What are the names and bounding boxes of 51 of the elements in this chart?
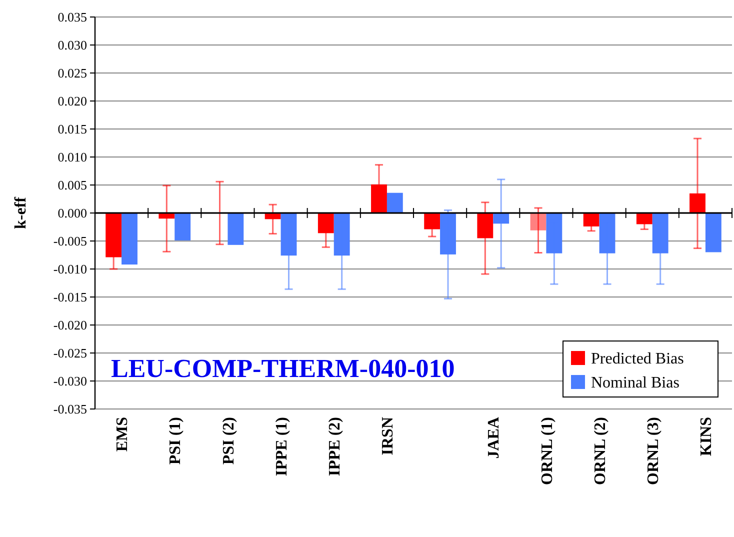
annotation: LEU-COMP-THERM-040-010 <box>111 354 455 383</box>
x-tick-label: IRSN <box>380 416 397 456</box>
bar <box>636 213 652 224</box>
bar <box>530 213 546 230</box>
y-tick-label: -0.020 <box>53 318 87 333</box>
y-tick-label: 0.025 <box>58 66 87 81</box>
bar <box>493 213 510 224</box>
x-tick-label: JAEA <box>486 416 503 459</box>
bar <box>122 213 138 265</box>
bar <box>371 184 387 213</box>
legend-label: Nominal Bias <box>591 374 680 392</box>
bar <box>386 192 403 213</box>
bar <box>599 213 616 254</box>
x-tick-label: IPPE (1) <box>273 417 290 476</box>
bar <box>652 213 668 254</box>
y-tick-label: -0.015 <box>53 290 87 305</box>
x-tick-label: PSI (1) <box>167 417 184 465</box>
bar <box>440 213 456 254</box>
x-tick-label: KINS <box>698 416 716 456</box>
bar <box>477 213 494 238</box>
bar <box>318 213 334 234</box>
y-tick-label: 0.005 <box>58 178 87 193</box>
y-tick-label: 0.000 <box>58 206 87 221</box>
y-tick-label: -0.005 <box>53 234 87 249</box>
y-tick-label: 0.010 <box>58 150 87 165</box>
y-tick-label: 0.020 <box>58 94 87 109</box>
bar <box>106 213 122 258</box>
x-tick-label: EMS <box>114 416 132 452</box>
bar <box>334 213 350 256</box>
y-tick-label: 0.030 <box>58 38 87 53</box>
bar <box>424 213 440 230</box>
y-tick-label: -0.025 <box>53 346 87 361</box>
y-tick-label: -0.010 <box>53 262 87 277</box>
x-tick-label: ORNL (3) <box>644 417 662 485</box>
y-tick-label: -0.030 <box>53 374 87 389</box>
bar <box>228 213 244 245</box>
bar <box>705 213 722 252</box>
bar <box>546 213 562 254</box>
bar <box>174 213 191 240</box>
y-tick-label: -0.035 <box>53 402 87 417</box>
y-tick-label: 0.015 <box>58 122 87 137</box>
x-tick-label: ORNL (2) <box>592 417 609 485</box>
bar <box>280 213 297 256</box>
x-tick-label: PSI (2) <box>220 417 238 465</box>
legend-label: Predicted Bias <box>591 350 684 368</box>
y-axis-title: k-eff <box>12 196 30 229</box>
x-tick-label: ORNL (1) <box>538 417 556 485</box>
y-tick-label: 0.035 <box>58 10 87 25</box>
bar <box>583 213 600 226</box>
x-tick-label: IPPE (2) <box>326 417 344 476</box>
bar <box>690 193 706 213</box>
